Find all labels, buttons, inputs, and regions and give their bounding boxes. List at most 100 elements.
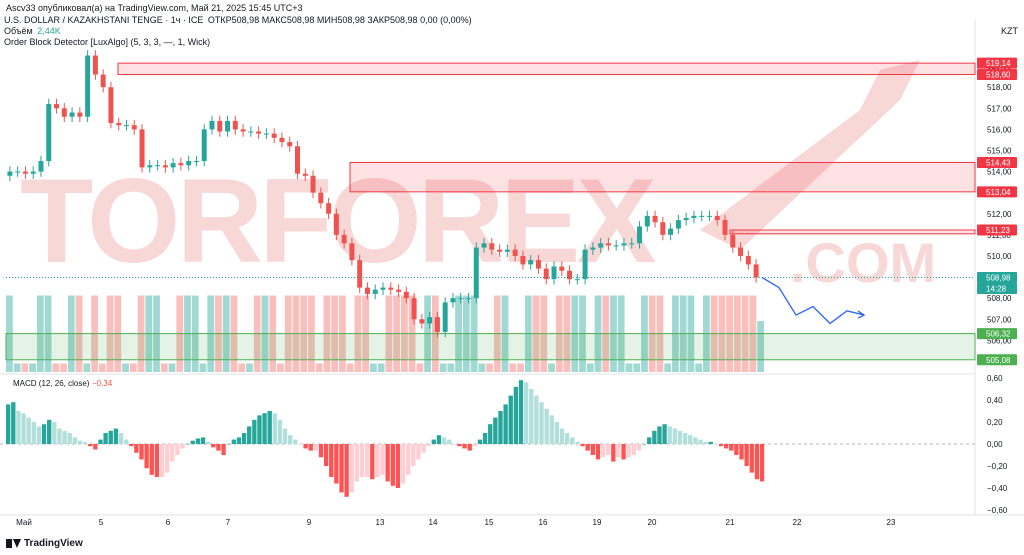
candle-body <box>108 87 114 124</box>
macd-histogram-bar <box>652 430 657 444</box>
volume-bar <box>757 321 764 372</box>
order-block-top-label: 506,32 <box>986 330 1011 339</box>
candle-body <box>504 249 510 252</box>
macd-histogram-bar <box>52 422 57 444</box>
ohlc-values: ОТКР508,98 МАКС508,98 МИН508,98 ЗАКР508,… <box>207 15 472 25</box>
candle-body <box>349 243 355 261</box>
order-block-bottom-label: 513,04 <box>986 188 1011 197</box>
candle-body <box>38 161 44 172</box>
order-block-top-label: 511,23 <box>986 226 1010 235</box>
macd-histogram-bar <box>349 444 354 493</box>
macd-histogram-bar <box>390 444 395 486</box>
candle-body <box>528 260 534 265</box>
candle-body <box>92 55 98 75</box>
candle-body <box>574 279 580 281</box>
candle-body <box>551 266 557 280</box>
volume-bar <box>13 363 21 372</box>
time-tick-label: 6 <box>166 518 171 527</box>
candle-body <box>543 268 549 280</box>
macd-histogram-bar <box>154 444 160 477</box>
candle-body <box>427 317 433 324</box>
candle-body <box>201 129 207 162</box>
tradingview-brand[interactable]: TradingView <box>6 538 83 549</box>
candle-body <box>434 317 440 332</box>
candle-body <box>271 133 277 138</box>
volume-bar <box>160 363 168 372</box>
macd-tick-label: −0,20 <box>987 462 1008 471</box>
time-tick-label: 23 <box>887 518 896 527</box>
candle-body <box>396 289 402 292</box>
symbol-name[interactable]: U.S. DOLLAR / KAZAKHSTANI TENGE · 1ч · I… <box>4 15 204 25</box>
order-block-top-label-bg <box>977 224 1017 236</box>
macd-histogram-bar <box>103 433 108 444</box>
macd-histogram-bar <box>359 444 365 477</box>
time-tick-label: 13 <box>376 518 385 527</box>
macd-histogram-bar <box>395 444 401 488</box>
macd-histogram-bar <box>339 444 344 493</box>
macd-histogram-bar <box>118 433 124 444</box>
volume-bar <box>277 363 284 372</box>
candle-body <box>675 220 681 229</box>
macd-histogram-bar <box>231 439 236 444</box>
macd-histogram-bar <box>503 404 508 444</box>
macd-histogram-bar <box>211 444 216 448</box>
macd-histogram-bar <box>88 444 93 447</box>
macd-histogram-bar <box>241 433 247 444</box>
last-price-label: 508,98 <box>986 273 1011 282</box>
macd-histogram-bar <box>282 428 288 444</box>
brand-text: TradingView <box>24 538 83 549</box>
candle-body <box>745 255 751 265</box>
candle-body <box>660 222 666 235</box>
macd-histogram-bar <box>611 444 616 462</box>
candle-body <box>629 243 635 245</box>
macd-histogram-bar <box>323 444 329 466</box>
candle-body <box>473 247 479 299</box>
volume-bar <box>509 363 517 372</box>
candle-body <box>535 260 541 269</box>
candle-body <box>22 171 28 174</box>
publisher-line: Ascv33 опубликовал(а) на TradingView.com… <box>6 3 303 13</box>
volume-bar <box>98 363 106 372</box>
macd-histogram-bar <box>518 380 524 444</box>
macd-histogram-bar <box>175 444 180 455</box>
candle-body <box>178 163 184 166</box>
volume-bar <box>29 363 36 372</box>
macd-histogram-bar <box>98 439 103 444</box>
macd-histogram-bar <box>31 422 36 444</box>
indicator-legend[interactable]: Order Block Detector [LuxAlgo] (5, 3, 3,… <box>4 37 211 47</box>
candle-body <box>139 129 145 168</box>
candle-body <box>613 245 619 247</box>
time-tick-label: 9 <box>307 518 312 527</box>
macd-histogram-bar <box>272 413 278 444</box>
macd-histogram-bar <box>708 441 713 444</box>
watermark-logo: TORFOREX <box>20 154 655 288</box>
macd-histogram-bar <box>585 444 590 451</box>
macd-histogram-bar <box>303 444 308 449</box>
macd-tick-label: 0,40 <box>987 396 1003 405</box>
time-tick-label: 19 <box>593 518 602 527</box>
candle-body <box>217 120 223 132</box>
volume-bar <box>199 363 207 372</box>
volume-bar <box>586 363 594 372</box>
candle-body <box>69 112 75 117</box>
macd-histogram-bar <box>713 444 719 445</box>
macd-histogram-bar <box>677 430 683 444</box>
macd-histogram-bar <box>354 444 360 482</box>
macd-histogram-bar <box>703 441 708 444</box>
candle-body <box>7 171 13 176</box>
candle-body <box>85 55 91 117</box>
macd-histogram-bar <box>318 444 324 458</box>
order-block-bottom-label-bg <box>977 354 1017 366</box>
macd-histogram-bar <box>123 439 129 444</box>
volume-bar <box>21 363 29 372</box>
volume-bar <box>60 363 67 372</box>
macd-histogram-bar <box>734 444 739 455</box>
macd-histogram-bar <box>544 408 549 444</box>
macd-histogram-bar <box>206 441 211 444</box>
candle-body <box>481 243 487 248</box>
time-tick-label: 16 <box>539 518 548 527</box>
candle-body <box>155 165 161 167</box>
macd-histogram-bar <box>93 444 98 450</box>
volume-legend[interactable]: Объём 2,44K <box>4 26 63 37</box>
